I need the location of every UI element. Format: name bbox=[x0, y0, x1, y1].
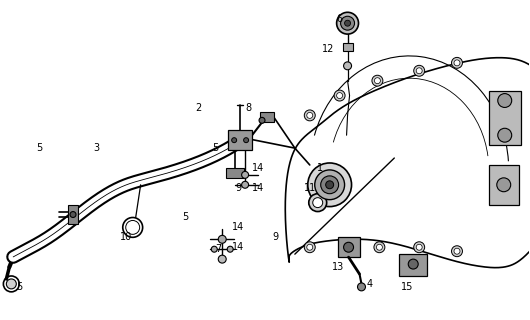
Circle shape bbox=[211, 246, 217, 252]
Text: 1: 1 bbox=[316, 163, 323, 173]
Circle shape bbox=[454, 60, 460, 66]
Circle shape bbox=[315, 170, 344, 200]
Text: 5: 5 bbox=[182, 212, 189, 222]
Circle shape bbox=[416, 68, 422, 74]
Circle shape bbox=[304, 242, 315, 253]
Circle shape bbox=[344, 20, 350, 26]
Text: 14: 14 bbox=[232, 222, 244, 232]
Circle shape bbox=[6, 279, 16, 289]
Circle shape bbox=[307, 244, 313, 250]
Circle shape bbox=[242, 172, 249, 178]
FancyBboxPatch shape bbox=[68, 204, 78, 224]
Circle shape bbox=[313, 198, 323, 208]
FancyBboxPatch shape bbox=[260, 112, 274, 122]
Text: 12: 12 bbox=[322, 44, 334, 54]
Circle shape bbox=[70, 212, 76, 218]
Circle shape bbox=[337, 92, 342, 99]
Circle shape bbox=[414, 65, 425, 76]
Circle shape bbox=[308, 163, 351, 207]
FancyBboxPatch shape bbox=[228, 130, 252, 150]
Circle shape bbox=[358, 283, 366, 291]
Circle shape bbox=[374, 242, 385, 253]
Circle shape bbox=[452, 246, 463, 257]
Circle shape bbox=[334, 90, 345, 101]
Circle shape bbox=[339, 242, 350, 253]
FancyBboxPatch shape bbox=[338, 237, 359, 257]
Circle shape bbox=[341, 16, 355, 30]
Circle shape bbox=[244, 138, 249, 143]
Circle shape bbox=[454, 248, 460, 254]
Circle shape bbox=[259, 117, 265, 123]
Text: 6: 6 bbox=[337, 14, 343, 24]
Circle shape bbox=[218, 255, 226, 263]
Text: 10: 10 bbox=[120, 232, 132, 242]
Circle shape bbox=[126, 220, 140, 234]
Circle shape bbox=[498, 128, 511, 142]
Circle shape bbox=[227, 246, 233, 252]
Text: 14: 14 bbox=[252, 163, 264, 173]
Text: 14: 14 bbox=[252, 183, 264, 193]
Circle shape bbox=[342, 244, 348, 250]
Text: 11: 11 bbox=[304, 183, 316, 193]
Text: 4: 4 bbox=[366, 279, 373, 289]
Circle shape bbox=[343, 242, 354, 252]
Circle shape bbox=[498, 93, 511, 108]
Circle shape bbox=[242, 181, 249, 188]
Circle shape bbox=[374, 78, 381, 84]
Circle shape bbox=[309, 194, 326, 212]
Text: 5: 5 bbox=[212, 143, 218, 153]
Circle shape bbox=[408, 259, 418, 269]
Circle shape bbox=[218, 235, 226, 243]
Circle shape bbox=[325, 181, 334, 189]
Text: 5: 5 bbox=[16, 282, 22, 292]
Circle shape bbox=[304, 110, 315, 121]
Text: 3: 3 bbox=[93, 143, 99, 153]
FancyBboxPatch shape bbox=[226, 168, 244, 178]
Circle shape bbox=[414, 242, 425, 253]
FancyBboxPatch shape bbox=[342, 43, 352, 51]
Text: 15: 15 bbox=[401, 282, 413, 292]
Circle shape bbox=[307, 112, 313, 118]
FancyBboxPatch shape bbox=[489, 91, 520, 145]
Circle shape bbox=[497, 178, 511, 192]
FancyBboxPatch shape bbox=[399, 254, 427, 276]
Circle shape bbox=[232, 138, 237, 143]
Text: 5: 5 bbox=[36, 143, 42, 153]
Circle shape bbox=[337, 12, 358, 34]
Text: 13: 13 bbox=[331, 262, 344, 272]
Text: 9: 9 bbox=[235, 183, 241, 193]
Circle shape bbox=[343, 62, 351, 70]
Text: 8: 8 bbox=[245, 103, 251, 114]
Text: 14: 14 bbox=[232, 242, 244, 252]
FancyBboxPatch shape bbox=[489, 165, 519, 204]
Circle shape bbox=[376, 244, 382, 250]
Circle shape bbox=[321, 176, 339, 194]
Circle shape bbox=[416, 244, 422, 250]
Circle shape bbox=[452, 57, 463, 68]
Circle shape bbox=[372, 75, 383, 86]
Text: 7: 7 bbox=[215, 244, 222, 254]
Text: 2: 2 bbox=[195, 103, 201, 114]
Text: 9: 9 bbox=[272, 232, 278, 242]
